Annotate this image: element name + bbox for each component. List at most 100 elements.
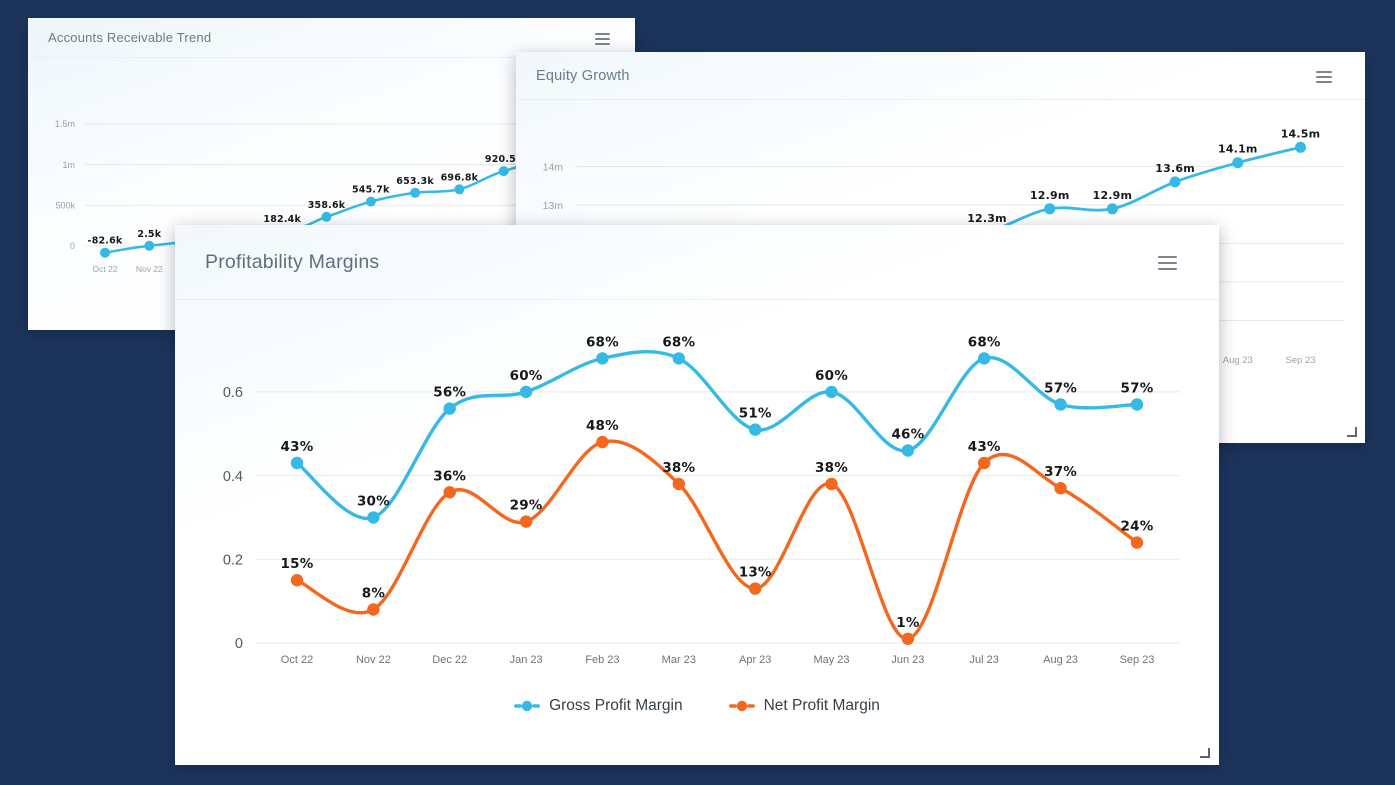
data-point-label: 46% [891, 427, 924, 443]
data-point[interactable] [100, 247, 110, 258]
data-point-label: 68% [586, 334, 619, 350]
data-point[interactable] [443, 486, 456, 499]
data-point-label: 14.1m [1218, 143, 1258, 156]
data-point[interactable] [825, 477, 838, 491]
data-point-label: 60% [815, 368, 848, 384]
data-point[interactable] [410, 187, 421, 198]
legend-label: Net Profit Margin [763, 697, 880, 714]
x-axis-label: Jan 23 [510, 654, 543, 666]
data-point[interactable] [978, 456, 991, 470]
data-point[interactable] [365, 196, 376, 207]
y-axis-label: 0 [70, 241, 75, 251]
data-point-label: 696.8k [441, 172, 479, 183]
x-axis-label: Jul 23 [970, 654, 999, 666]
data-point[interactable] [1232, 157, 1244, 169]
data-point-label: 36% [433, 468, 466, 484]
data-point[interactable] [825, 385, 838, 399]
data-point[interactable] [1169, 176, 1181, 188]
data-point-label: 60% [510, 368, 543, 384]
resize-handle-icon[interactable] [1198, 746, 1210, 758]
series-line [295, 439, 1139, 641]
data-point[interactable] [1054, 482, 1067, 495]
data-point[interactable] [672, 352, 685, 365]
data-point[interactable] [596, 352, 609, 365]
data-point[interactable] [321, 211, 332, 222]
x-axis-label: Mar 23 [662, 654, 696, 666]
data-point-label: 29% [510, 498, 543, 514]
data-point-label: 68% [662, 334, 695, 350]
card-header: Accounts Receivable Trend [28, 18, 635, 58]
y-axis-label: 0 [235, 636, 243, 652]
data-point[interactable] [454, 184, 465, 195]
data-point[interactable] [596, 435, 609, 449]
data-point[interactable] [1044, 203, 1056, 215]
data-point-label: 57% [1121, 381, 1154, 397]
chart-menu-button[interactable] [1154, 250, 1181, 274]
data-point[interactable] [1130, 536, 1144, 549]
data-point[interactable] [901, 444, 915, 457]
data-point-label: 57% [1044, 381, 1077, 397]
data-point-label: 38% [815, 460, 848, 476]
data-point-label: 8% [362, 586, 386, 602]
resize-handle-icon[interactable] [1345, 425, 1357, 437]
data-point[interactable] [498, 166, 509, 177]
data-point-label: 38% [662, 460, 695, 476]
data-point[interactable] [443, 402, 456, 415]
x-axis-label: Nov 22 [356, 654, 391, 666]
x-axis-label: Sep 23 [1120, 654, 1155, 666]
data-point-label: -82.6k [88, 236, 123, 247]
data-point[interactable] [519, 515, 533, 528]
legend-item-gross-profit-margin[interactable]: Gross Profit Margin [514, 697, 683, 715]
data-point[interactable] [290, 574, 304, 587]
chart-menu-button[interactable] [1312, 65, 1336, 87]
x-axis-label: Oct 22 [92, 264, 117, 274]
data-point-label: 48% [586, 418, 619, 434]
data-point-label: 12.3m [967, 212, 1007, 225]
x-axis-label: Sep 23 [1285, 355, 1315, 366]
legend-item-net-profit-margin[interactable]: Net Profit Margin [728, 697, 880, 715]
data-point[interactable] [144, 240, 155, 251]
data-point[interactable] [367, 603, 380, 616]
data-point[interactable] [1130, 398, 1144, 411]
x-axis-label: Oct 22 [281, 654, 313, 666]
data-point[interactable] [519, 385, 533, 399]
data-point-label: 13% [739, 565, 772, 581]
data-point[interactable] [749, 582, 762, 595]
data-point[interactable] [1295, 141, 1306, 153]
card-header: Profitability Margins [175, 225, 1219, 300]
data-point-label: 37% [1044, 464, 1077, 480]
data-point[interactable] [978, 352, 991, 365]
x-axis-label: Jun 23 [891, 654, 924, 666]
data-point-label: 358.6k [308, 200, 346, 211]
data-point-label: 653.3k [396, 176, 434, 187]
x-axis-label: Nov 22 [136, 264, 163, 274]
data-point-label: 68% [968, 334, 1001, 350]
y-axis-label: 1m [62, 160, 75, 170]
data-point[interactable] [1054, 398, 1067, 411]
series-line [295, 350, 1139, 521]
data-point-label: 43% [281, 439, 314, 455]
data-point-label: 12.9m [1093, 189, 1133, 202]
x-axis-label: Apr 23 [739, 654, 771, 666]
y-axis-label: 13m [543, 200, 564, 212]
data-point-label: 51% [739, 406, 772, 422]
legend-marker-icon [514, 700, 541, 712]
profitability-margins-chart: 0 0.2 0.4 0.6 Oct 22 Nov 22 Dec 22 Jan 23 Feb 23… [175, 225, 1219, 765]
data-point[interactable] [672, 477, 685, 491]
data-point[interactable] [749, 423, 762, 436]
data-point[interactable] [367, 511, 380, 524]
chart-menu-button[interactable] [591, 27, 614, 49]
profitability-margins-plot: 0 0.2 0.4 0.6 Oct 22 Nov 22 Dec 22 Jan 23 Feb 23… [223, 334, 1180, 666]
legend-label: Gross Profit Margin [549, 697, 683, 714]
y-axis-label: 0.2 [223, 553, 243, 569]
hamburger-icon [1316, 70, 1332, 83]
hamburger-icon [595, 32, 610, 45]
x-axis-label: Aug 23 [1043, 654, 1078, 666]
data-point[interactable] [1106, 203, 1118, 215]
data-point[interactable] [901, 632, 915, 645]
y-axis-label: 1.5m [55, 119, 75, 129]
card-title-accounts-receivable: Accounts Receivable Trend [48, 30, 212, 45]
data-point[interactable] [290, 456, 304, 470]
x-axis-label: May 23 [813, 654, 849, 666]
